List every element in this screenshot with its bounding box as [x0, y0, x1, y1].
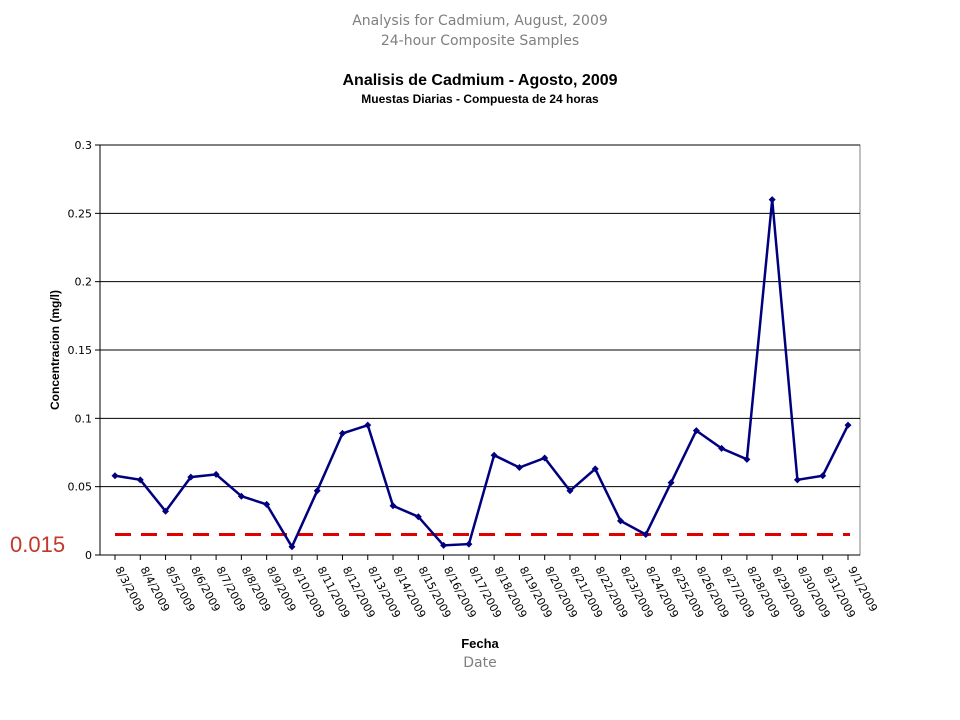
english-title: Analysis for Cadmium, August, 2009	[352, 13, 608, 29]
data-point	[591, 465, 599, 473]
y-tick-label: 0.1	[75, 412, 93, 425]
data-point	[288, 543, 296, 551]
english-x-axis-label: Date	[463, 655, 497, 671]
y-axis-ticks: 0 0.05 0.1 0.15 0.2 0.25 0.3	[68, 139, 100, 562]
gridlines	[99, 144, 860, 556]
data-point	[793, 476, 801, 484]
y-axis-label: Concentracion (mg/l)	[48, 290, 62, 410]
data-point	[111, 472, 119, 480]
data-point	[617, 517, 625, 525]
x-axis-ticks: 8/3/20098/4/20098/5/20098/6/20098/7/2009…	[112, 555, 880, 620]
data-point	[313, 487, 321, 495]
english-subtitle: 24-hour Composite Samples	[380, 33, 580, 49]
chart-title: Analisis de Cadmium - Agosto, 2009	[342, 72, 617, 89]
y-tick-label: 0	[85, 549, 92, 562]
data-point	[414, 513, 422, 521]
y-tick-label: 0.2	[75, 276, 93, 289]
data-point	[718, 444, 726, 452]
data-point	[844, 421, 852, 429]
data-point	[440, 541, 448, 549]
data-point	[743, 455, 751, 463]
data-point	[819, 472, 827, 480]
data-point	[465, 540, 473, 548]
data-point	[515, 464, 523, 472]
data-point	[490, 451, 498, 459]
data-point	[187, 473, 195, 481]
data-point	[566, 487, 574, 495]
data-point	[642, 531, 650, 538]
y-tick-label: 0.05	[68, 481, 93, 494]
data-point	[364, 421, 372, 429]
series-markers	[111, 196, 852, 551]
data-point	[162, 507, 170, 515]
data-point	[212, 470, 220, 478]
data-point	[389, 502, 397, 510]
data-point	[237, 492, 245, 500]
data-point	[692, 427, 700, 435]
data-point	[768, 196, 776, 204]
y-tick-label: 0.15	[68, 344, 93, 357]
data-point	[338, 429, 346, 437]
data-point	[136, 476, 144, 484]
data-point	[667, 479, 675, 487]
data-point	[541, 454, 549, 462]
chart-subtitle: Muestas Diarias - Compuesta de 24 horas	[361, 92, 599, 106]
y-tick-label: 0.25	[68, 207, 93, 220]
data-point	[263, 500, 271, 508]
threshold-label: 0.015	[10, 532, 65, 557]
y-tick-label: 0.3	[75, 139, 93, 152]
series-line	[114, 199, 850, 550]
x-axis-label: Fecha	[461, 636, 499, 651]
